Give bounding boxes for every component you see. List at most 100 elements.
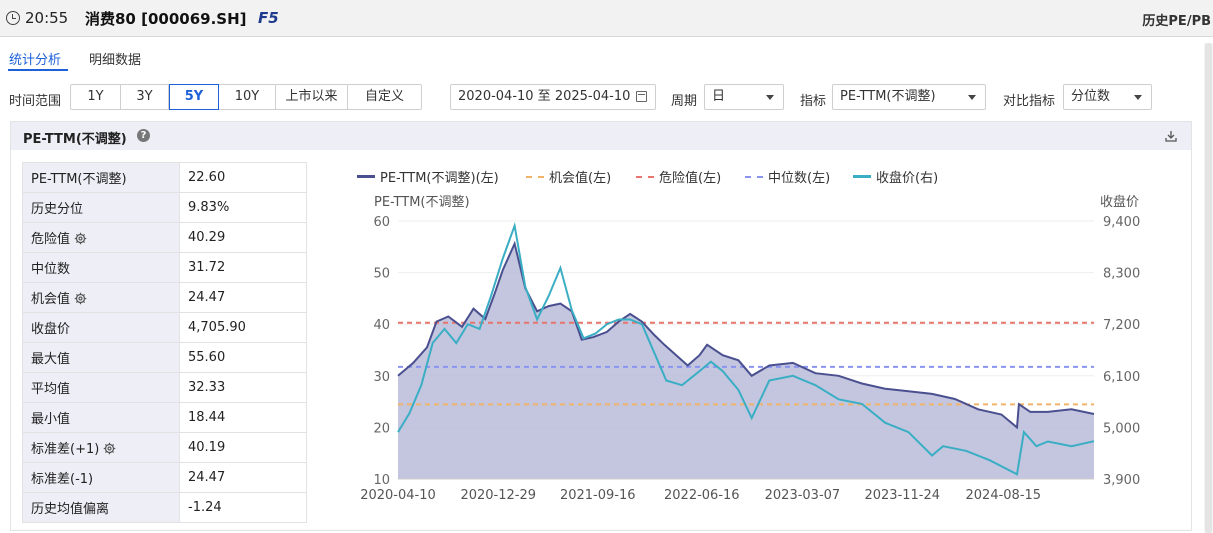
stats-row: 收盘价 4,705.90 (22, 312, 307, 343)
window-title-pe-pb: 历史PE/PB (1142, 14, 1211, 29)
legend-label: PE-TTM(不调整)(左) (380, 171, 499, 186)
stats-value: 9.83% (179, 192, 307, 223)
period-value: 日 (712, 89, 726, 104)
range-custom-button[interactable]: 自定义 (364, 89, 404, 104)
stats-label-cell: 机会值 (22, 282, 180, 313)
title-bar: 20:55 消费80 [000069.SH] F5 历史PE/PB (0, 0, 1213, 37)
legend-swatch (853, 175, 871, 178)
stats-row: PE-TTM(不调整) 22.60 (22, 162, 307, 193)
stats-label: 标准差(-1) (31, 472, 94, 487)
stats-label-cell: PE-TTM(不调整) (22, 162, 180, 193)
help-icon[interactable]: ? (137, 129, 150, 142)
time-range-label: 时间范围 (9, 94, 62, 109)
legend-label: 机会值(左) (549, 171, 612, 186)
calendar-icon (636, 91, 647, 102)
legend-swatch (526, 176, 544, 178)
stats-value: 24.47 (179, 462, 307, 493)
stats-label-cell: 中位数 (22, 252, 180, 283)
stats-value: 24.47 (179, 282, 307, 313)
stats-label: 历史均值偏离 (31, 502, 110, 517)
chevron-down-icon (968, 95, 976, 100)
indicator-label: 指标 (800, 94, 827, 109)
stats-label-cell: 历史均值偏离 (22, 492, 180, 523)
stats-label: 最小值 (31, 412, 71, 427)
chevron-down-icon (1134, 95, 1142, 100)
stats-row: 最大值 55.60 (22, 342, 307, 373)
stats-value: 32.33 (179, 372, 307, 403)
stats-label-cell: 历史分位 (22, 192, 180, 223)
stats-value: -1.24 (179, 492, 307, 523)
pe-ttm-panel: PE-TTM(不调整) ? (10, 121, 1192, 531)
tab-statistics[interactable]: 统计分析 (9, 53, 62, 68)
indicator-value: PE-TTM(不调整) (840, 89, 936, 104)
stats-row: 平均值 32.33 (22, 372, 307, 403)
stats-label: 收盘价 (31, 322, 71, 337)
stats-label-cell: 最大值 (22, 342, 180, 373)
stats-value: 22.60 (179, 162, 307, 193)
period-label: 周期 (671, 94, 698, 109)
stats-row: 危险值 40.29 (22, 222, 307, 253)
stats-row: 历史均值偏离 -1.24 (22, 492, 307, 523)
stats-label-cell: 标准差(-1) (22, 462, 180, 493)
date-range-picker[interactable]: 2020-04-10 至 2025-04-10 (450, 84, 656, 110)
security-title: 消费80 [000069.SH] (85, 10, 247, 28)
stats-value: 55.60 (179, 342, 307, 373)
stats-row: 标准差(+1) 40.19 (22, 432, 307, 463)
f5-hotkey[interactable]: F5 (258, 9, 279, 27)
indicator-select[interactable]: PE-TTM(不调整) (832, 84, 986, 110)
stats-value: 4,705.90 (179, 312, 307, 343)
stats-value: 31.72 (179, 252, 307, 283)
panel-title: PE-TTM(不调整) (23, 132, 127, 147)
tab-detail-data[interactable]: 明细数据 (89, 53, 142, 68)
compare-indicator-label: 对比指标 (1003, 94, 1056, 109)
stats-row: 标准差(-1) 24.47 (22, 462, 307, 493)
clock-icon (6, 11, 20, 25)
legend-label: 危险值(左) (659, 171, 722, 186)
range-1y-button[interactable]: 1Y (71, 85, 121, 109)
stats-label: 机会值 (31, 292, 71, 307)
gear-icon[interactable] (74, 292, 87, 305)
stats-label-cell: 标准差(+1) (22, 432, 180, 463)
clock-time: 20:55 (25, 9, 69, 27)
stats-row: 历史分位 9.83% (22, 192, 307, 223)
stats-value: 40.19 (179, 432, 307, 463)
legend-label: 中位数(左) (768, 171, 831, 186)
compare-indicator-value: 分位数 (1071, 89, 1111, 104)
stats-label-cell: 最小值 (22, 402, 180, 433)
stats-label: 平均值 (31, 382, 71, 397)
stats-value: 18.44 (179, 402, 307, 433)
stats-label-cell: 危险值 (22, 222, 180, 253)
compare-indicator-select[interactable]: 分位数 (1063, 84, 1152, 110)
gear-icon[interactable] (103, 442, 116, 455)
time-range-selector: 1Y 3Y 5Y 10Y 上市以来 自定义 (70, 84, 422, 110)
panel-header: PE-TTM(不调整) ? (11, 122, 1191, 150)
stats-label: 历史分位 (31, 202, 84, 217)
stats-table: PE-TTM(不调整) 22.60 历史分位 9.83% 危险值 40.29 中位数 31.7… (22, 162, 307, 523)
range-since-listing-button[interactable]: 上市以来 (276, 85, 348, 109)
legend-swatch (745, 176, 763, 178)
stats-value: 40.29 (179, 222, 307, 253)
stats-label: 危险值 (31, 232, 71, 247)
date-range-value: 2020-04-10 至 2025-04-10 (458, 89, 631, 104)
legend-swatch (357, 175, 375, 178)
scrollbar-thumb[interactable] (1205, 43, 1212, 533)
chevron-down-icon (766, 95, 774, 100)
stats-label: 中位数 (31, 262, 71, 277)
range-5y-button[interactable]: 5Y (169, 84, 219, 110)
download-icon[interactable] (1165, 130, 1177, 142)
stats-row: 最小值 18.44 (22, 402, 307, 433)
range-10y-button[interactable]: 10Y (219, 85, 276, 109)
legend-swatch (636, 176, 654, 178)
stats-label-cell: 收盘价 (22, 312, 180, 343)
stats-label: PE-TTM(不调整) (31, 172, 127, 187)
stats-row: 中位数 31.72 (22, 252, 307, 283)
stats-label: 最大值 (31, 352, 71, 367)
stats-label: 标准差(+1) (31, 442, 100, 457)
gear-icon[interactable] (74, 232, 87, 245)
period-select[interactable]: 日 (704, 84, 784, 110)
legend-label: 收盘价(右) (876, 171, 939, 186)
stats-label-cell: 平均值 (22, 372, 180, 403)
range-3y-button[interactable]: 3Y (121, 85, 169, 109)
active-tab-indicator (8, 69, 68, 71)
stats-row: 机会值 24.47 (22, 282, 307, 313)
